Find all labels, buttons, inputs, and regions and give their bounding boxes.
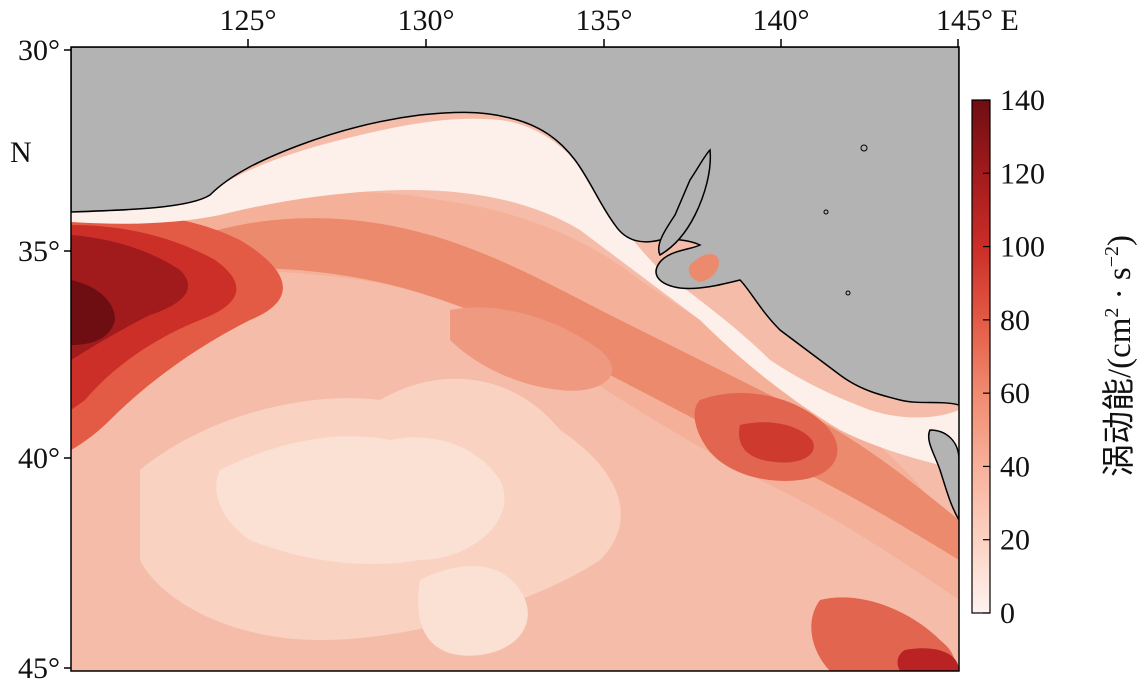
map-frame — [70, 46, 960, 672]
colorbar: 0 20 40 60 80 100 120 140 涡动能/(cm2 · s−2) — [971, 84, 1138, 630]
colorbar-title-main: 涡动能/(cm — [1101, 317, 1138, 477]
map-panel — [71, 47, 959, 671]
eke-band-lowest-2 — [418, 566, 528, 656]
eke-band-high — [200, 218, 959, 560]
colorbar-title-sup1: 2 — [1101, 308, 1123, 318]
eke-patch-east-core — [739, 422, 814, 463]
colorbar-tick-label: 80 — [1000, 304, 1030, 337]
eke-band-lowest — [216, 436, 505, 564]
lat-suffix-label: N — [10, 136, 32, 169]
lon-tick-label: 130° — [398, 4, 455, 37]
colorbar-gradient — [971, 99, 991, 614]
colorbar-title-end: ) — [1102, 235, 1138, 246]
lat-tick-label: 45° — [18, 652, 60, 685]
east-land-patch — [928, 429, 959, 522]
peninsula-land — [658, 148, 712, 257]
lon-tick-label: 125° — [220, 4, 277, 37]
lon-tick-label: 145° E — [936, 4, 1019, 37]
lon-tick-label: 140° — [753, 4, 810, 37]
latitude-axis: 30° 35° 40° 45° — [18, 34, 71, 685]
colorbar-title: 涡动能/(cm2 · s−2) — [1101, 235, 1138, 477]
colorbar-tick-label: 40 — [1000, 450, 1030, 483]
colorbar-tick-label: 120 — [1000, 157, 1045, 190]
colorbar-tick-label: 140 — [1000, 84, 1045, 117]
island-3 — [845, 290, 851, 296]
colorbar-tick-label: 20 — [1000, 524, 1030, 557]
lat-tick-label: 30° — [18, 34, 60, 67]
lat-tick-label: 40° — [18, 442, 60, 475]
island-2 — [823, 209, 829, 215]
colorbar-tick-label: 0 — [1000, 597, 1015, 630]
lon-tick-label: 135° — [576, 4, 633, 37]
eke-west-core — [71, 280, 115, 345]
eke-patch-southeast-core — [897, 648, 959, 671]
bay-feature — [688, 254, 719, 282]
colorbar-tick-label: 100 — [1000, 231, 1045, 264]
eke-patch-mid — [450, 307, 613, 391]
lat-tick-label: 35° — [18, 235, 60, 268]
longitude-axis: 125° 130° 135° 140° 145° E — [220, 4, 1019, 47]
colorbar-title-sup2: −2 — [1101, 246, 1123, 267]
colorbar-tick-label: 60 — [1000, 377, 1030, 410]
colorbar-ticks: 0 20 40 60 80 100 120 140 — [983, 84, 1045, 630]
colorbar-title-mid: · s — [1102, 267, 1138, 307]
coastal-fringe — [71, 118, 959, 471]
island-1 — [860, 144, 868, 152]
